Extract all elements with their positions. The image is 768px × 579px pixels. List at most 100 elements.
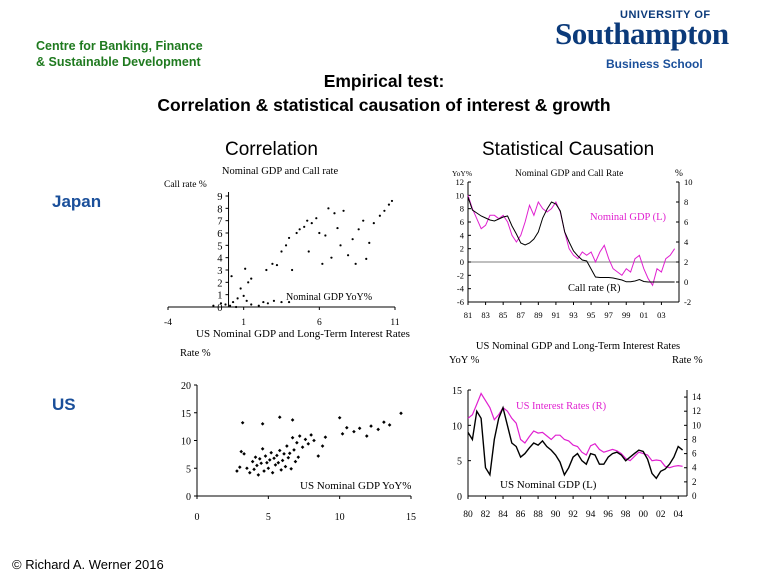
japan-ts-left-unit: YoY%: [452, 169, 472, 178]
japan-scatter-point: [257, 304, 260, 307]
centre-line-1: Centre for Banking, Finance: [36, 39, 203, 53]
japan-scatter-point: [351, 238, 354, 241]
japan-scatter-point: [242, 294, 245, 297]
japan-scatter-point: [262, 300, 265, 304]
us-scatter-y-tick-label: 15: [181, 409, 191, 420]
japan-scatter-point: [295, 231, 298, 235]
us-scatter-point: [269, 450, 273, 455]
us-ts-x-tick-label: 88: [533, 510, 543, 520]
japan-scatter-title: Nominal GDP and Call rate: [222, 166, 339, 177]
us-scatter-point: [247, 470, 252, 475]
us-scatter-point: [300, 445, 305, 449]
page-title-line-1: Empirical test:: [323, 71, 445, 91]
us-ts-right-tick-label: 8: [692, 434, 697, 444]
us-scatter-point: [323, 435, 328, 439]
us-ts-right-tick-label: 4: [692, 463, 697, 473]
japan-scatter-point: [342, 209, 345, 212]
us-scatter-x-tick-label: 0: [195, 512, 200, 523]
us-scatter-point: [250, 459, 255, 464]
japan-scatter-y-tick-label: 6: [217, 229, 222, 240]
us-scatter-point: [283, 464, 288, 469]
us-scatter-point: [282, 452, 286, 456]
japan-scatter-x-tick-label: 6: [317, 318, 322, 328]
japan-ts-right-tick-label: 2: [684, 257, 688, 267]
japan-scatter-y-tick-label: 4: [217, 254, 223, 265]
us-scatter-point: [290, 418, 295, 422]
us-ts-x-tick-label: 94: [586, 510, 596, 520]
us-ts-left-tick-label: 0: [457, 492, 462, 503]
japan-scatter-point: [271, 262, 274, 265]
us-scatter-x-tick-label: 10: [335, 512, 345, 523]
japan-scatter-point: [372, 222, 375, 225]
japan-ts-right-unit: %: [675, 169, 683, 179]
us-scatter-point: [279, 468, 283, 472]
japan-ts-x-tick-label: 03: [657, 310, 666, 320]
us-scatter-point: [306, 442, 311, 446]
us-scatter-point: [357, 426, 362, 431]
us-ts-x-tick-label: 04: [673, 510, 683, 520]
japan-ts-left-tick-label: 4: [460, 230, 465, 240]
japan-scatter-point: [212, 304, 215, 307]
japan-ts-gdp-annotation: Nominal GDP (L): [590, 212, 667, 223]
us-scatter-point: [286, 455, 291, 460]
us-scatter-y-tick-label: 5: [186, 464, 191, 475]
japan-ts-right-tick-label: 6: [684, 217, 688, 227]
us-scatter-point: [266, 466, 271, 471]
japan-scatter-point: [219, 302, 223, 305]
japan-scatter-point: [275, 263, 279, 267]
us-scatter-title: US Nominal GDP and Long-Term Interest Ra…: [196, 328, 410, 340]
japan-scatter-point: [287, 300, 291, 304]
japan-scatter-point: [287, 236, 291, 240]
japan-scatter-y-tick-label: 2: [217, 278, 222, 289]
us-scatter-point: [287, 451, 292, 456]
centre-name: Centre for Banking, Finance & Sustainabl…: [36, 38, 203, 70]
japan-scatter-point: [387, 203, 391, 206]
us-scatter-point: [382, 420, 386, 424]
japan-scatter-point: [306, 219, 309, 222]
japan-scatter-point: [298, 228, 301, 231]
us-scatter-point: [345, 425, 349, 430]
us-scatter-point: [290, 435, 295, 440]
japan-scatter-x-tick-label: -4: [164, 318, 172, 328]
japan-ts-callrate-annotation: Call rate (R): [568, 283, 621, 294]
japan-scatter-point: [357, 228, 360, 231]
japan-ts-left-tick-label: -4: [457, 284, 465, 294]
us-scatter-point: [253, 455, 258, 459]
japan-ts-series-line-1: [467, 196, 675, 283]
university-of-text: UNIVERSITY OF: [620, 9, 711, 21]
japan-scatter-point: [230, 275, 233, 278]
japan-scatter-point: [265, 268, 268, 272]
japan-scatter-point: [333, 212, 336, 215]
us-scatter-x-tick-label: 5: [266, 512, 271, 523]
us-scatter-point: [262, 469, 266, 473]
us-scatter-point: [257, 457, 262, 461]
japan-scatter-point: [362, 219, 365, 222]
japan-scatter-point: [327, 207, 330, 210]
us-ts-x-tick-label: 98: [621, 510, 631, 520]
us-scatter-point: [275, 453, 279, 458]
us-scatter-x-tick-label: 15: [406, 512, 416, 523]
japan-scatter-point: [346, 254, 350, 257]
row-label-us: US: [52, 395, 76, 414]
us-scatter-point: [293, 459, 298, 464]
us-scatter-point: [252, 467, 256, 472]
japan-scatter-point: [236, 297, 239, 300]
us-scatter-point: [273, 463, 278, 467]
us-ts-title: US Nominal GDP and Long-Term Interest Ra…: [476, 341, 680, 352]
us-ts-x-tick-label: 92: [568, 510, 578, 520]
japan-scatter-point: [235, 305, 238, 309]
japan-ts-title: Nominal GDP and Call Rate: [515, 169, 623, 179]
us-scatter-point: [364, 434, 369, 438]
japan-scatter-point: [318, 231, 321, 235]
us-scatter-ylabel: Rate %: [180, 348, 211, 359]
japan-scatter-y-tick-label: 0: [217, 303, 222, 314]
japan-ts-left-tick-label: 12: [456, 177, 465, 187]
us-scatter-xlabel: US Nominal GDP YoY%: [300, 480, 411, 492]
japan-ts-left-tick-label: -6: [457, 297, 464, 307]
japan-scatter-point: [231, 300, 235, 304]
japan-scatter-y-tick-label: 5: [217, 241, 222, 252]
us-scatter-point: [320, 444, 325, 448]
japan-scatter-x-tick-label: 1: [241, 318, 246, 328]
us-scatter-point: [272, 456, 276, 461]
us-scatter-y-tick-label: 20: [181, 381, 191, 392]
